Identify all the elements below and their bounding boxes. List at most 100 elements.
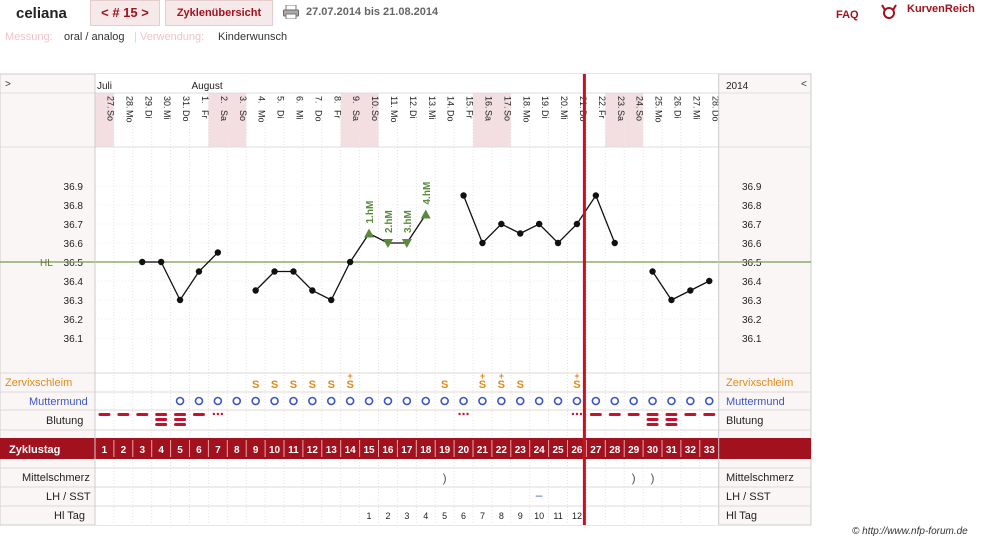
weekend-shade (605, 93, 625, 147)
date-label: 13. (427, 96, 437, 109)
blutung-spot-mark (216, 412, 220, 416)
temperature-point (139, 258, 146, 266)
date-label: 2. (219, 96, 229, 104)
date-label: 23. (616, 96, 626, 109)
print-icon[interactable] (283, 5, 299, 19)
y-tick-label-left: 36.8 (64, 201, 84, 212)
zervix-plus-mark: + (574, 371, 579, 381)
temperature-point (668, 296, 675, 304)
zervix-row-label: Zervixschleim (5, 377, 72, 389)
top-bar: celiana < # 15 > Zyklenübersicht 27.07.2… (0, 0, 981, 26)
weekday-label: Mi (294, 110, 304, 120)
zervix-mark: S (271, 379, 278, 391)
blutung-light-mark (627, 413, 640, 416)
blutung-heavy-mark (155, 413, 168, 416)
zervix-mark: S (441, 379, 448, 391)
weekday-label: So (635, 110, 645, 121)
zyklustag-number: 21 (477, 445, 489, 456)
messung-value: oral / analog (64, 31, 125, 43)
weekend-shade (208, 93, 228, 147)
zyklustag-number: 1 (102, 445, 108, 456)
zyklustag-band (0, 438, 811, 459)
muttermund-mark (421, 396, 431, 406)
zyklustag-number: 31 (666, 445, 678, 456)
zyklustag-number: 22 (496, 445, 508, 456)
date-label: 15. (465, 96, 475, 109)
date-label: 30. (162, 96, 172, 109)
muttermund-mark (459, 396, 468, 406)
y-tick-label-right: 36.3 (742, 296, 762, 307)
blutung-light-mark (117, 413, 130, 416)
zervix-mark: S (290, 379, 297, 391)
meta-divider: | (134, 31, 137, 43)
zyklustag-number: 18 (420, 445, 432, 456)
zyklustag-number: 4 (158, 445, 164, 456)
verwendung-value: Kinderwunsch (218, 31, 288, 43)
muttermund-mark (629, 396, 638, 406)
blutung-heavy-mark (646, 413, 659, 416)
blutung-heavy-mark (174, 418, 187, 421)
date-label: 7. (313, 96, 323, 104)
muttermund-mark (345, 396, 355, 406)
zyklustag-number: 32 (685, 445, 697, 456)
weekday-label: Mi (162, 110, 172, 120)
zervix-plus-mark: + (348, 371, 353, 381)
high-point-marker (401, 239, 412, 248)
hl-tag-number: 7 (480, 511, 485, 521)
blutung-spot-mark (579, 412, 583, 416)
blutung-light-mark (136, 413, 149, 416)
blutung-heavy-mark (665, 418, 678, 421)
lh-row-label-right: LH / SST (726, 491, 771, 503)
weekday-label: Do (313, 110, 323, 122)
weekday-label: Sa (219, 110, 229, 121)
date-label: 8. (332, 96, 342, 104)
zyklustag-number: 7 (215, 445, 221, 456)
temperature-point (290, 268, 297, 275)
zyklustag-number: 27 (590, 445, 602, 456)
weekday-label: Do (446, 110, 456, 122)
temperature-point (195, 268, 203, 275)
zervix-mark: S (479, 379, 486, 391)
hl-tag-number: 10 (534, 511, 544, 521)
zyklustag-number: 8 (234, 445, 240, 456)
nav-prev-arrow: > (5, 79, 11, 90)
zyklustag-number: 33 (704, 445, 716, 456)
weekday-label: Mo (654, 110, 664, 123)
date-label: 12. (408, 96, 418, 109)
zyklustag-number: 20 (458, 445, 470, 456)
zervix-plus-mark: + (499, 371, 504, 381)
blutung-light-mark (589, 413, 602, 416)
weekday-label: Mi (691, 110, 701, 120)
weekday-label: Mo (389, 110, 399, 123)
date-label: 11. (389, 96, 399, 108)
hl-tag-number: 5 (442, 511, 447, 521)
blutung-heavy-mark (665, 423, 678, 426)
brand-name[interactable]: KurvenReich (907, 3, 975, 15)
mittelschmerz-mark: ) (632, 471, 636, 485)
muttermund-mark (270, 396, 279, 406)
high-point-marker (364, 228, 375, 238)
zyklustag-number: 14 (345, 445, 357, 456)
mittelschmerz-row-label: Mittelschmerz (22, 472, 90, 484)
zyklustag-number: 2 (121, 445, 127, 456)
blutung-spot-mark (212, 412, 216, 416)
faq-link[interactable]: FAQ (836, 9, 859, 21)
muttermund-mark (289, 396, 298, 406)
zyklustag-number: 15 (363, 445, 375, 456)
temperature-point (592, 192, 600, 199)
temperature-point (460, 192, 467, 199)
hl-tag-row-label: Hl Tag (54, 510, 85, 522)
temperature-point (611, 239, 618, 247)
y-tick-label-left: 36.3 (64, 296, 84, 307)
zyklustag-number: 3 (139, 445, 145, 456)
blutung-light-mark (608, 413, 621, 416)
weekday-label: Sa (351, 110, 361, 121)
cycle-overview-tab[interactable]: Zyklenübersicht (165, 0, 273, 26)
zyklustag-number: 16 (382, 445, 394, 456)
weekday-label: Mo (521, 110, 531, 123)
hl-tag-number: 4 (423, 511, 428, 521)
cycle-switch-tab[interactable]: < # 15 > (90, 0, 160, 26)
zervix-mark: S (309, 379, 316, 391)
muttermund-mark (232, 396, 242, 406)
zyklustag-number: 11 (288, 445, 299, 456)
